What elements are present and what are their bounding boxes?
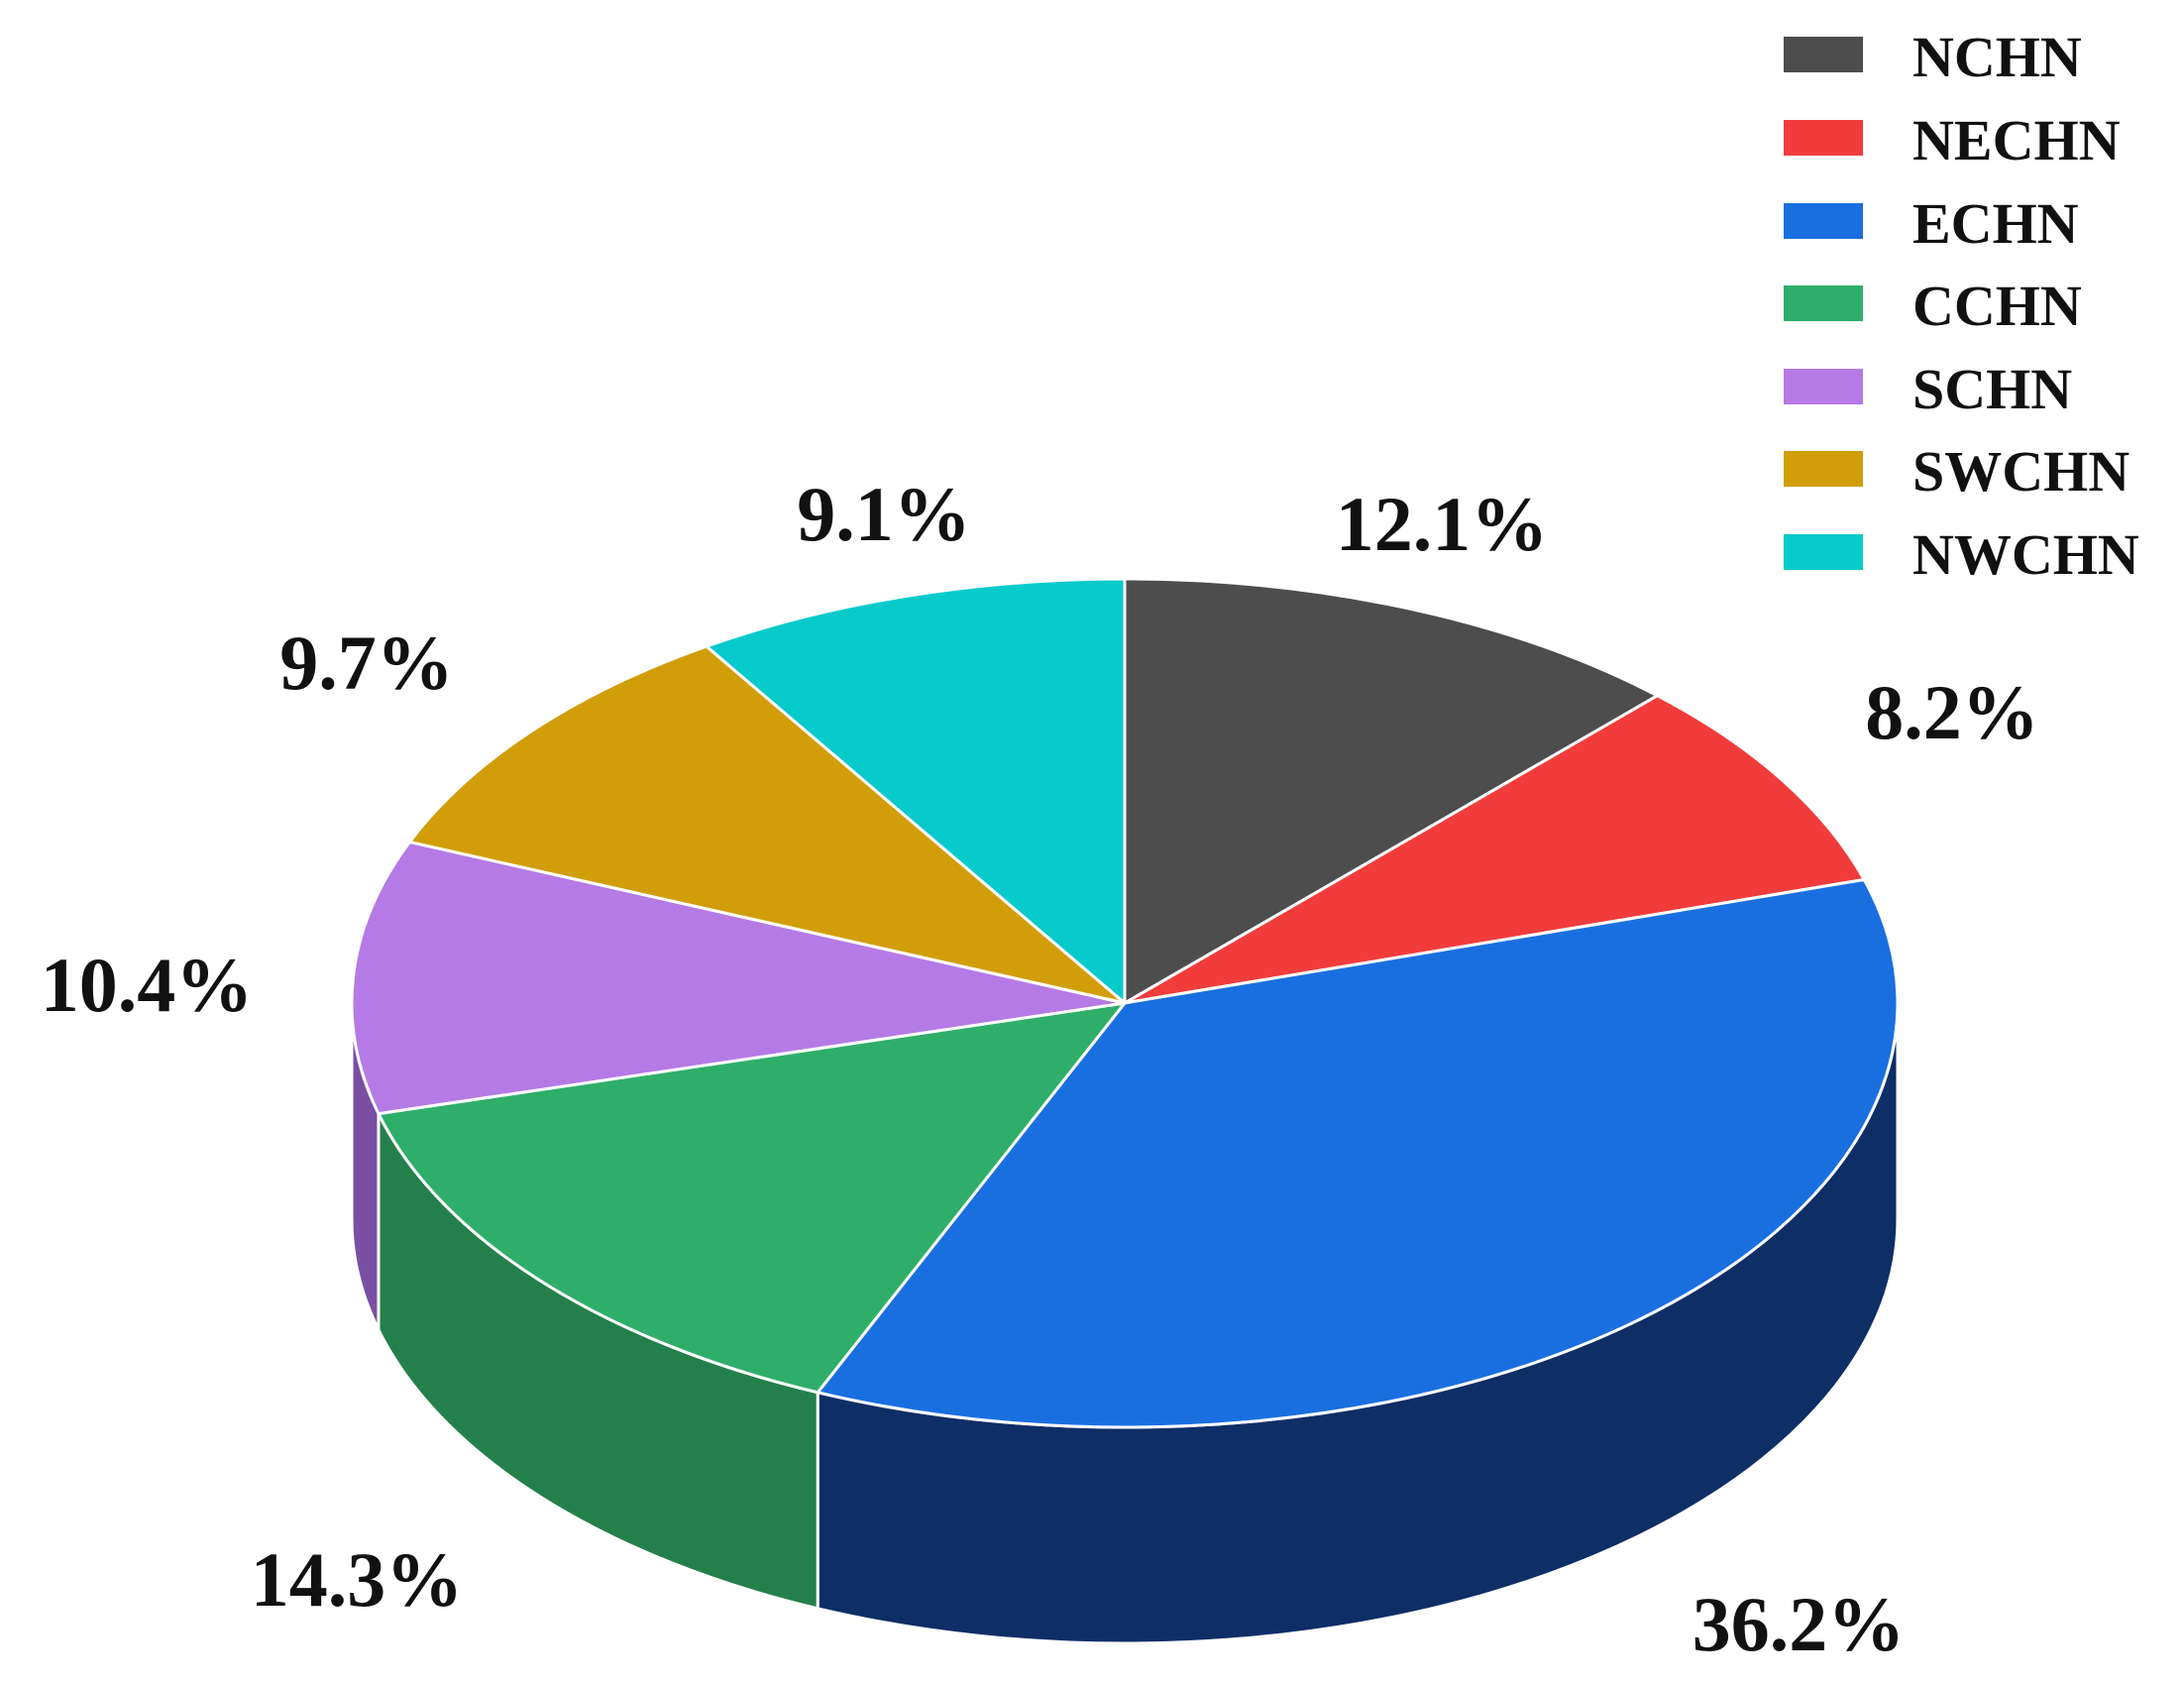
legend-swatch-nchn <box>1784 37 1863 72</box>
pie-slice-schn <box>350 840 1127 1116</box>
legend-label-echn: ECHN <box>1912 191 2079 256</box>
legend-swatch-nwchn <box>1784 534 1863 570</box>
legend-label-swchn: SWCHN <box>1912 439 2129 504</box>
data-label-echn: 36.2% <box>1693 1581 1906 1667</box>
data-label-schn: 10.4% <box>41 942 254 1028</box>
pie-slice-nchn <box>1123 577 1660 1005</box>
legend-swatch-schn <box>1784 369 1863 404</box>
data-label-nchn: 12.1% <box>1336 481 1549 567</box>
data-label-cchn: 14.3% <box>251 1536 464 1623</box>
pie-slice-swchn <box>407 644 1127 1005</box>
legend-label-schn: SCHN <box>1912 357 2072 421</box>
pie-top <box>350 577 1900 1429</box>
pie-slice-cchn <box>377 1001 1127 1395</box>
legend-label-nechn: NECHN <box>1912 108 2121 172</box>
pie-slice-nechn <box>1123 694 1866 1005</box>
pie-slice-nwchn <box>705 577 1127 1005</box>
legend-swatch-nechn <box>1784 120 1863 156</box>
data-label-swchn: 9.7% <box>279 619 454 706</box>
legend-swatch-echn <box>1784 203 1863 239</box>
legend-label-cchn: CCHN <box>1912 274 2082 338</box>
legend-swatch-swchn <box>1784 451 1863 487</box>
data-labels: 12.1% 8.2% 36.2% 14.3% 10.4% 9.7% 9.1% <box>41 471 2039 1667</box>
legend-label-nchn: NCHN <box>1912 25 2082 89</box>
pie-slice-echn <box>816 877 1900 1429</box>
data-label-nwchn: 9.1% <box>797 471 971 557</box>
legend-label-nwchn: NWCHN <box>1912 522 2139 587</box>
legend-swatch-cchn <box>1784 285 1863 321</box>
data-label-nechn: 8.2% <box>1865 669 2039 755</box>
legend: NCHN NECHN ECHN CCHN SCHN SWCHN NWCHN <box>1784 25 2139 587</box>
